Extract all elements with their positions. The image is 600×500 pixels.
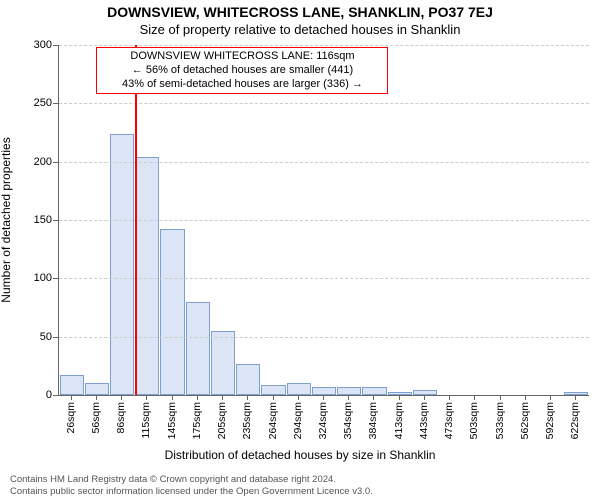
bar [60, 375, 84, 395]
bar [413, 390, 437, 395]
bar [211, 331, 235, 395]
x-tick-label: 175sqm [191, 402, 203, 439]
bar [312, 387, 336, 395]
x-tick-label: 592sqm [544, 402, 556, 439]
attribution-text: Contains HM Land Registry data © Crown c… [10, 474, 590, 498]
bar [160, 229, 184, 395]
x-tick-mark [298, 395, 299, 400]
x-tick-mark [449, 395, 450, 400]
x-tick-label: 205sqm [216, 402, 228, 439]
x-tick-mark [575, 395, 576, 400]
attribution-line1: Contains HM Land Registry data © Crown c… [10, 474, 590, 486]
y-tick-mark [53, 103, 58, 104]
x-tick-label: 115sqm [140, 402, 152, 439]
x-tick-label: 86sqm [115, 402, 127, 434]
y-tick-mark [53, 278, 58, 279]
y-gridline [59, 278, 589, 279]
x-tick-label: 533sqm [494, 402, 506, 439]
x-tick-label: 562sqm [519, 402, 531, 439]
x-tick-mark [399, 395, 400, 400]
x-tick-mark [474, 395, 475, 400]
x-tick-label: 56sqm [90, 402, 102, 434]
bar [85, 383, 109, 395]
y-tick-label: 250 [12, 97, 52, 109]
attribution-line2: Contains public sector information licen… [10, 486, 590, 498]
bar [261, 385, 285, 396]
x-tick-mark [500, 395, 501, 400]
callout-line-3: 43% of semi-detached houses are larger (… [102, 78, 382, 92]
x-tick-label: 413sqm [393, 402, 405, 439]
bar [388, 392, 412, 396]
y-tick-label: 150 [12, 214, 52, 226]
x-tick-mark [550, 395, 551, 400]
x-tick-mark [424, 395, 425, 400]
bar [186, 302, 210, 395]
x-tick-label: 622sqm [569, 402, 581, 439]
chart-title-line2: Size of property relative to detached ho… [0, 22, 600, 37]
callout-line-2: ← 56% of detached houses are smaller (44… [102, 64, 382, 78]
bar [564, 392, 588, 396]
x-tick-mark [373, 395, 374, 400]
bar [110, 134, 134, 395]
x-tick-mark [121, 395, 122, 400]
y-tick-mark [53, 45, 58, 46]
x-tick-label: 264sqm [267, 402, 279, 439]
x-tick-mark [273, 395, 274, 400]
bar [287, 383, 311, 395]
y-tick-mark [53, 162, 58, 163]
x-tick-mark [96, 395, 97, 400]
callout-line-1: DOWNSVIEW WHITECROSS LANE: 116sqm [102, 50, 382, 64]
x-axis-label: Distribution of detached houses by size … [0, 448, 600, 462]
x-tick-label: 324sqm [317, 402, 329, 439]
y-tick-label: 300 [12, 39, 52, 51]
y-tick-mark [53, 395, 58, 396]
y-tick-label: 50 [12, 331, 52, 343]
y-gridline [59, 103, 589, 104]
x-tick-label: 503sqm [468, 402, 480, 439]
bar [236, 364, 260, 396]
x-tick-mark [222, 395, 223, 400]
reference-line [135, 45, 137, 395]
x-tick-mark [348, 395, 349, 400]
bar [337, 387, 361, 395]
x-tick-mark [247, 395, 248, 400]
y-tick-label: 200 [12, 156, 52, 168]
y-gridline [59, 162, 589, 163]
x-tick-label: 294sqm [292, 402, 304, 439]
x-tick-mark [323, 395, 324, 400]
x-tick-mark [197, 395, 198, 400]
x-tick-label: 473sqm [443, 402, 455, 439]
x-tick-mark [71, 395, 72, 400]
x-tick-mark [146, 395, 147, 400]
bar [135, 157, 159, 395]
x-tick-label: 354sqm [342, 402, 354, 439]
bar [362, 387, 386, 395]
y-tick-mark [53, 220, 58, 221]
y-tick-label: 0 [12, 389, 52, 401]
chart-title-line1: DOWNSVIEW, WHITECROSS LANE, SHANKLIN, PO… [0, 4, 600, 20]
y-gridline [59, 220, 589, 221]
x-tick-label: 384sqm [367, 402, 379, 439]
x-tick-label: 26sqm [65, 402, 77, 434]
callout-box: DOWNSVIEW WHITECROSS LANE: 116sqm← 56% o… [96, 47, 388, 94]
plot-area [58, 45, 589, 396]
y-gridline [59, 337, 589, 338]
x-tick-mark [525, 395, 526, 400]
y-gridline [59, 45, 589, 46]
x-tick-label: 235sqm [241, 402, 253, 439]
x-tick-label: 145sqm [166, 402, 178, 439]
y-tick-mark [53, 337, 58, 338]
y-tick-label: 100 [12, 272, 52, 284]
x-tick-label: 443sqm [418, 402, 430, 439]
x-tick-mark [172, 395, 173, 400]
